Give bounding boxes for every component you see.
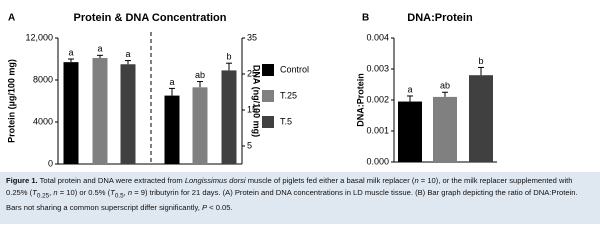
bar [192, 87, 208, 164]
bar [433, 96, 457, 162]
legend-swatch [262, 90, 274, 102]
caption-text: = 10), or the milk replacer supplemented… [6, 176, 573, 197]
caption-text: T [110, 187, 115, 197]
bar [92, 57, 108, 165]
y-tick-label: 0.004 [366, 32, 389, 42]
significance-letter: a [97, 44, 102, 54]
legend-label: Control [280, 64, 309, 74]
caption-text: Longissimus dorsi [184, 176, 246, 185]
caption-text: muscle of piglets fed either a basal mil… [245, 176, 415, 185]
y2-tick-label: 5 [247, 140, 252, 150]
bar [221, 70, 237, 164]
caption: Figure 1. Total protein and DNA were ext… [0, 172, 600, 224]
significance-letter: b [478, 56, 483, 66]
y-tick-label: 12,000 [25, 32, 53, 42]
caption-label: Figure 1. [6, 176, 38, 185]
caption-text: = 10) or 0.5% ( [57, 187, 111, 197]
legend-swatch [262, 116, 274, 128]
significance-letter: a [68, 47, 73, 57]
y2-tick-label: 25 [247, 68, 257, 78]
y-axis-label: DNA:Protein [355, 73, 365, 127]
legend-label: T.5 [280, 116, 292, 126]
chart-title: DNA:Protein [407, 12, 473, 24]
y-tick-label: 4000 [33, 116, 53, 126]
bar [63, 62, 79, 164]
bar [164, 95, 180, 164]
legend-swatch [262, 64, 274, 76]
significance-letter: a [169, 77, 174, 87]
significance-letter: a [407, 84, 412, 94]
significance-letter: ab [440, 81, 450, 91]
bar [469, 75, 493, 162]
significance-letter: ab [195, 70, 205, 80]
y-tick-label: 0.001 [366, 125, 389, 135]
caption-text: P [201, 202, 208, 212]
caption-text: 0.5 [114, 192, 124, 200]
caption-text: 0.25 [36, 192, 50, 200]
figure: A Protein & DNA Concentration 0 4000 8000 12,… [6, 12, 497, 168]
panel-label: B [362, 13, 369, 24]
y-tick-label: 0 [48, 158, 53, 168]
caption-text: n [414, 176, 419, 185]
significance-letter: a [125, 49, 130, 59]
y-tick-label: 8000 [33, 74, 53, 84]
caption-text: < 0.05. [207, 202, 233, 212]
caption-text: Total protein and DNA were extracted fro… [37, 176, 185, 185]
y-axis-label: Protein (µg/100 mg) [6, 59, 16, 143]
chart-title: Protein & DNA Concentration [74, 12, 227, 24]
y2-tick-label: 15 [247, 104, 257, 114]
caption-text: , [49, 187, 54, 197]
y-tick-label: 0.002 [366, 94, 389, 104]
y-tick-label: 0.003 [366, 63, 389, 73]
legend-label: T.25 [280, 90, 297, 100]
significance-letter: b [226, 52, 231, 62]
caption-text: n [53, 187, 58, 197]
caption-text: = 9) tributyrin for 21 days. (A) Protein… [6, 187, 578, 212]
caption-text: n [127, 187, 133, 197]
bar [120, 64, 136, 164]
panel-label: A [8, 13, 15, 24]
y2-tick-label: 35 [247, 32, 257, 42]
bar [398, 101, 422, 162]
y-tick-label: 0.000 [366, 156, 389, 166]
y2-axis-label: DNA (ng/100 mg) [252, 65, 262, 137]
page: {"chart_data": [ {"type": "bar", "panel"… [0, 11, 600, 224]
caption-text: , [123, 187, 128, 197]
caption-text: T [32, 187, 37, 197]
